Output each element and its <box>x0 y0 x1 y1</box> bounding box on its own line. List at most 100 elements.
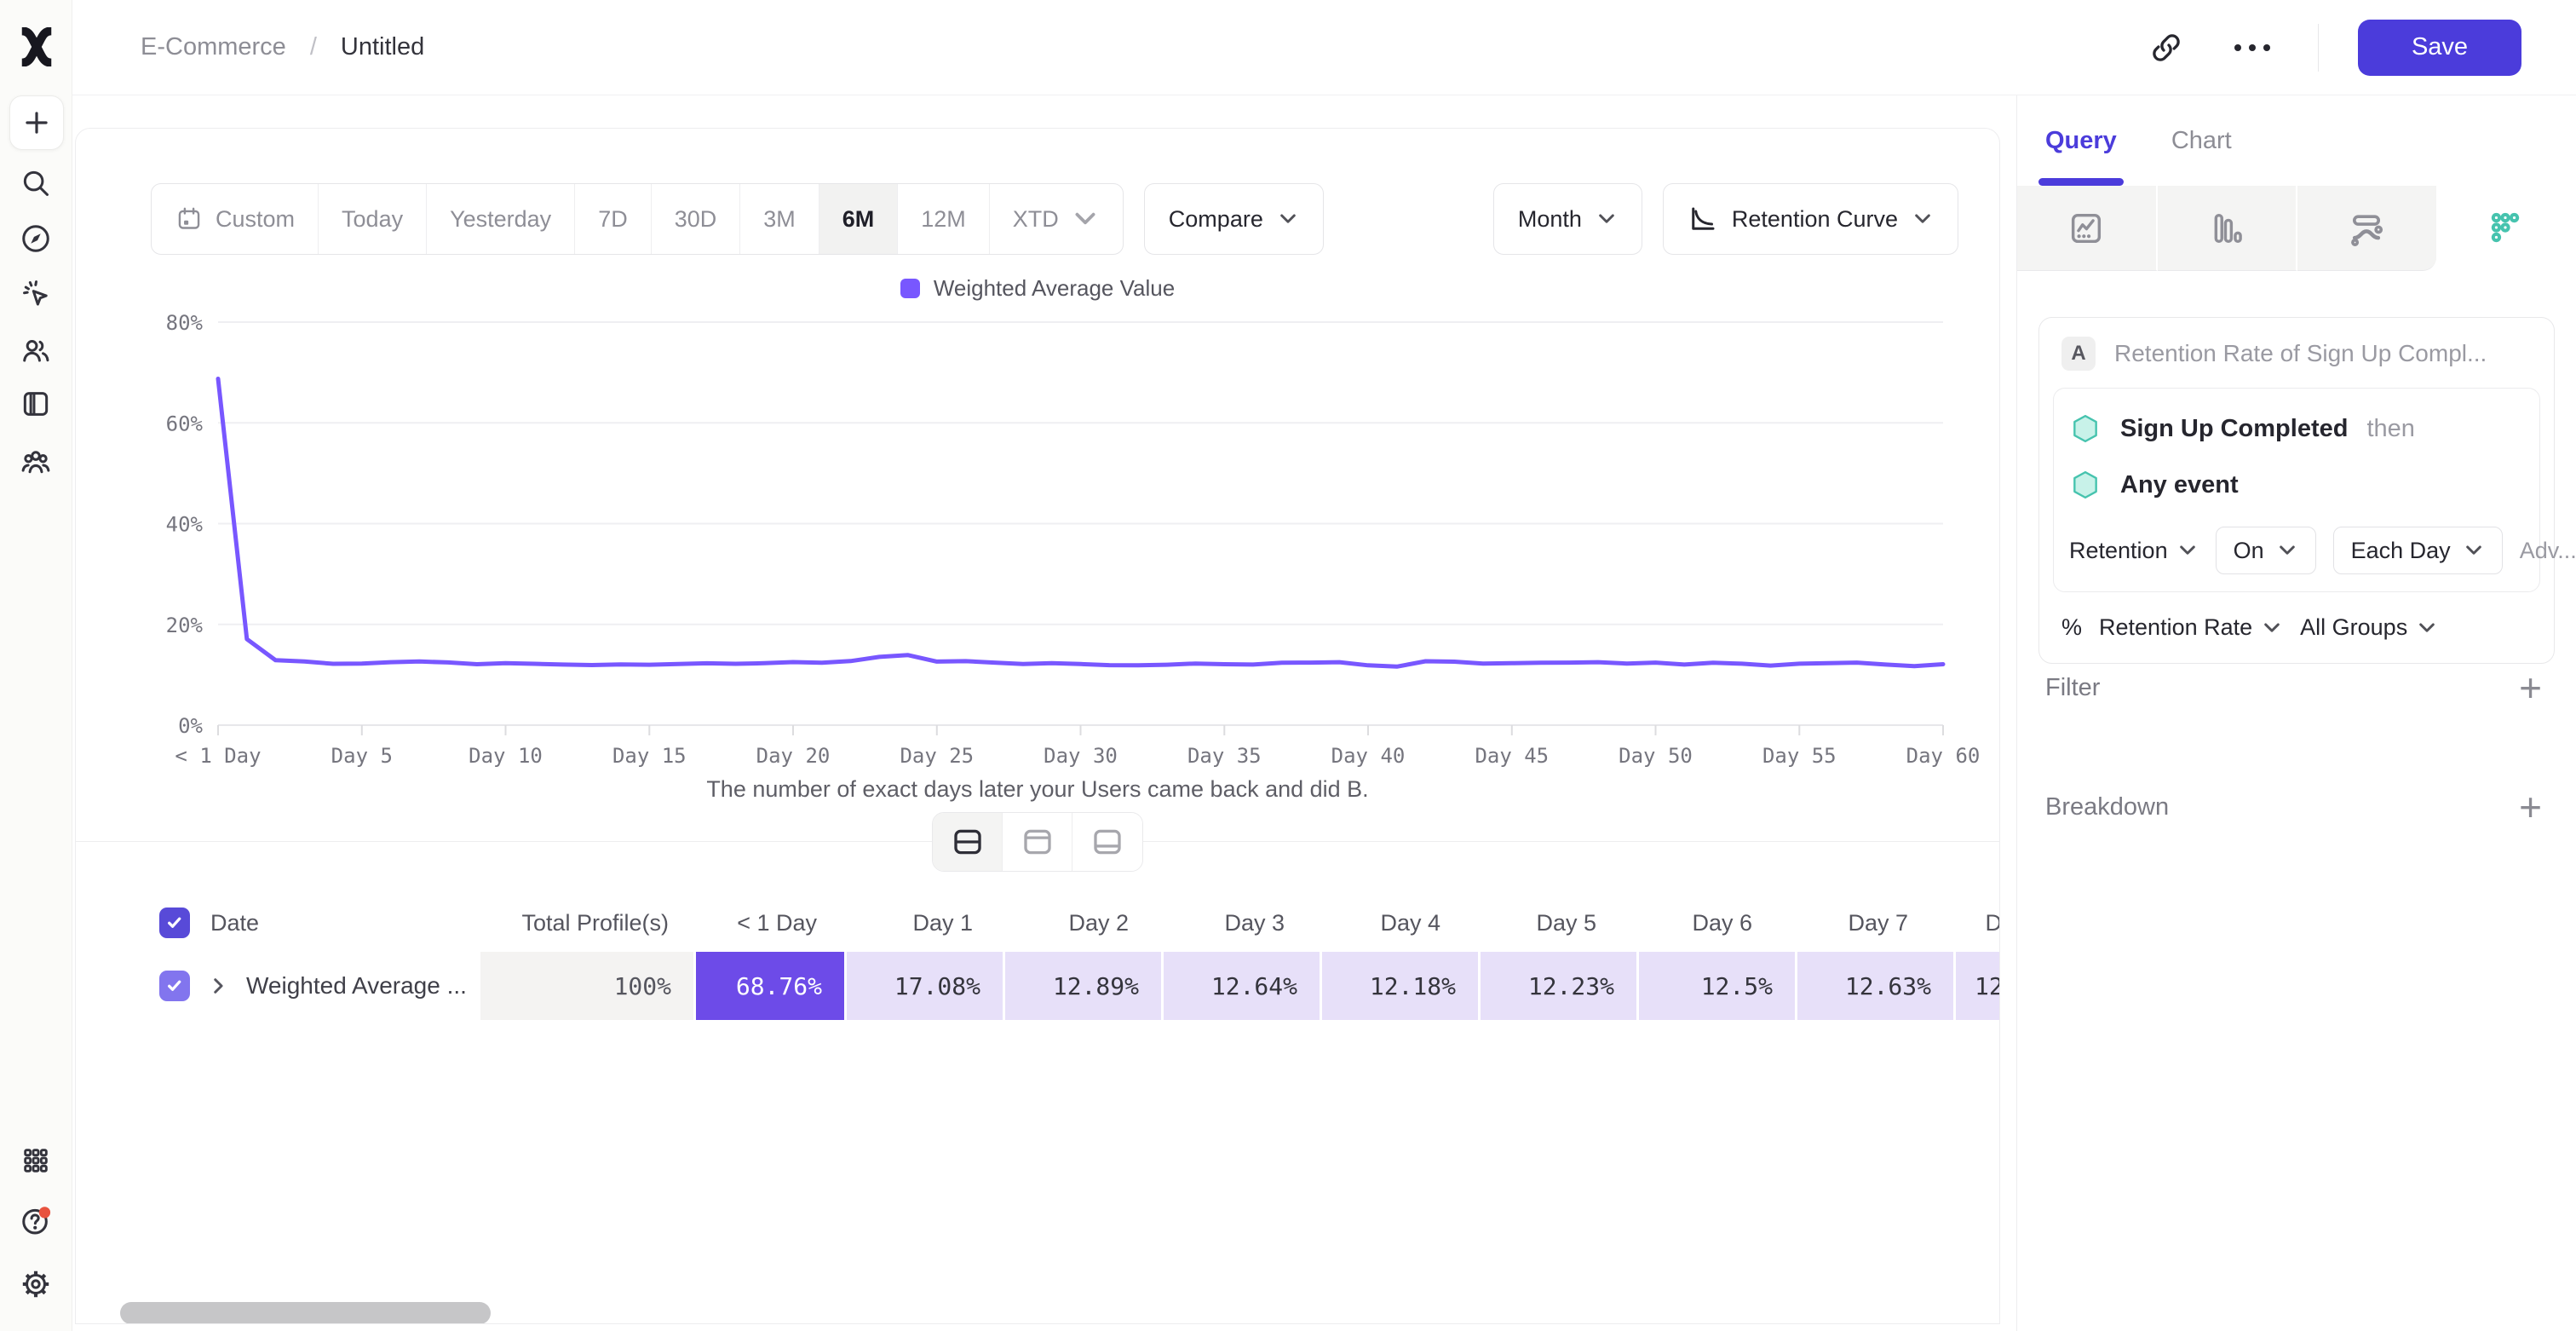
link-icon <box>2153 33 2180 61</box>
table-row: Weighted Average ... 100% 68.76% 17.08% 12.… <box>149 952 1999 1020</box>
query-title-row[interactable]: A Retention Rate of Sign Up Compl... <box>2053 335 2540 388</box>
copy-link-button[interactable] <box>2146 27 2187 68</box>
svg-text:0%: 0% <box>178 714 203 738</box>
column-header-day-1: Day 1 <box>912 909 973 936</box>
range-button-custom[interactable]: Custom <box>152 184 319 254</box>
bucket-dropdown[interactable]: Each Day <box>2332 527 2503 574</box>
discover-button[interactable] <box>12 215 60 262</box>
svg-text:Day 25: Day 25 <box>900 744 974 768</box>
range-button-6m[interactable]: 6M <box>819 184 899 254</box>
view-toggle-group <box>932 812 1143 872</box>
filter-label: Filter <box>2045 673 2101 701</box>
cell-day-4: 12.18% <box>1322 952 1478 1020</box>
add-breakdown-button[interactable]: + <box>2519 785 2542 829</box>
chart-type-selector <box>2017 186 2576 271</box>
help-icon <box>22 1207 51 1235</box>
horizontal-scrollbar-thumb[interactable] <box>120 1302 491 1323</box>
breadcrumb: E-Commerce / Untitled <box>141 33 424 61</box>
filter-section: Filter + <box>2045 668 2542 707</box>
range-button-7d[interactable]: 7D <box>575 184 652 254</box>
add-filter-button[interactable]: + <box>2519 666 2542 710</box>
more-options-button[interactable] <box>2226 36 2279 60</box>
cell-day-1: 17.08% <box>847 952 1003 1020</box>
chart-type-flows[interactable] <box>2297 186 2436 271</box>
column-header--1-day: < 1 Day <box>737 909 817 936</box>
chart-type-retention[interactable] <box>2435 186 2576 271</box>
first-event-row[interactable]: Sign Up Completed then <box>2069 400 2524 457</box>
expand-row-chevron-icon[interactable] <box>207 975 229 997</box>
svg-text:Day 45: Day 45 <box>1475 744 1549 768</box>
column-header-d: D <box>1930 910 2000 936</box>
query-step-card: A Retention Rate of Sign Up Compl... Sig… <box>2038 317 2576 664</box>
cohorts-button[interactable] <box>12 438 60 486</box>
cell--1-day: 68.76% <box>696 952 844 1020</box>
column-header-date: Date <box>149 908 478 938</box>
groups-dropdown[interactable]: All Groups <box>2300 614 2438 641</box>
range-button-yesterday[interactable]: Yesterday <box>427 184 576 254</box>
select-all-checkbox[interactable] <box>159 908 190 938</box>
report-title[interactable]: Untitled <box>340 33 425 60</box>
advanced-dropdown[interactable]: Adv... <box>2519 537 2576 563</box>
retention-type-dropdown[interactable]: Retention <box>2069 538 2199 564</box>
chart-style-button[interactable]: Retention Curve <box>1662 183 1958 255</box>
report-card: Custom Today Yesterday 7D 30D 3M 6M 12M XTD Comp… <box>75 128 2000 1324</box>
range-button-xtd[interactable]: XTD <box>990 184 1123 254</box>
chart-area: 0% 20% 40% 60% 80% < 1 Day Day 5 Day 10 Day 15 Da… <box>120 308 1986 772</box>
boards-button[interactable] <box>12 380 60 428</box>
svg-text:Day 10: Day 10 <box>469 744 543 768</box>
svg-text:Day 30: Day 30 <box>1044 744 1118 768</box>
svg-text:40%: 40% <box>166 513 204 537</box>
events-button[interactable] <box>12 270 60 318</box>
chart-type-funnels[interactable] <box>2157 186 2297 271</box>
cell-day-7: 12.63% <box>1797 952 1953 1020</box>
calendar-icon <box>178 207 200 229</box>
retention-curve-icon <box>1692 207 1715 230</box>
row-checkbox[interactable] <box>159 971 190 1001</box>
cell-day-2: 12.89% <box>1005 952 1161 1020</box>
legend-label[interactable]: Weighted Average Value <box>933 275 1176 301</box>
query-title-input[interactable]: Retention Rate of Sign Up Compl... <box>2114 340 2487 366</box>
plus-icon <box>26 112 48 134</box>
search-button[interactable] <box>12 159 60 207</box>
check-icon <box>168 917 181 928</box>
measure-dropdown[interactable]: Retention Rate <box>2099 614 2283 641</box>
gear-icon <box>22 1270 49 1298</box>
apps-grid-icon <box>24 1149 48 1173</box>
create-new-button[interactable] <box>9 95 64 150</box>
svg-text:Day 5: Day 5 <box>331 744 393 768</box>
mixpanel-logo-icon[interactable] <box>17 27 56 66</box>
legend-swatch[interactable] <box>900 279 920 298</box>
chart-legend: Weighted Average Value <box>76 275 1999 302</box>
range-button-today[interactable]: Today <box>319 184 428 254</box>
column-header-day-6: Day 6 <box>1692 909 1752 936</box>
table-only-view-icon <box>1094 829 1121 855</box>
granularity-button[interactable]: Month <box>1492 183 1642 255</box>
tab-query[interactable]: Query <box>2038 95 2124 186</box>
view-toggle-split[interactable] <box>933 813 1003 871</box>
second-event-row[interactable]: Any event <box>2069 457 2524 513</box>
step-badge: A <box>2061 337 2096 371</box>
users-button[interactable] <box>12 326 60 374</box>
on-dropdown[interactable]: On <box>2215 527 2316 574</box>
view-toggle-chart[interactable] <box>1003 813 1072 871</box>
flows-icon <box>2351 214 2383 246</box>
panel-tabs: Query Chart <box>2017 95 2576 186</box>
settings-button[interactable] <box>12 1260 60 1308</box>
users-icon <box>23 340 49 362</box>
compare-button[interactable]: Compare <box>1143 183 1324 255</box>
range-button-12m[interactable]: 12M <box>898 184 990 254</box>
svg-text:Day 40: Day 40 <box>1331 744 1406 768</box>
view-toggle-table[interactable] <box>1072 813 1142 871</box>
range-button-30d[interactable]: 30D <box>652 184 741 254</box>
chart-type-insights[interactable] <box>2017 186 2158 271</box>
chart-caption: The number of exact days later your User… <box>706 776 1369 802</box>
range-button-3m[interactable]: 3M <box>740 184 819 254</box>
apps-button[interactable] <box>12 1137 60 1184</box>
row-label-cell: Weighted Average ... <box>149 952 478 1020</box>
save-button[interactable]: Save <box>2358 19 2521 76</box>
chevron-down-icon <box>2419 622 2435 632</box>
breadcrumb-project[interactable]: E-Commerce <box>141 33 286 60</box>
help-button[interactable] <box>12 1197 60 1245</box>
tab-chart[interactable]: Chart <box>2171 126 2232 154</box>
actions-divider <box>2318 23 2319 72</box>
